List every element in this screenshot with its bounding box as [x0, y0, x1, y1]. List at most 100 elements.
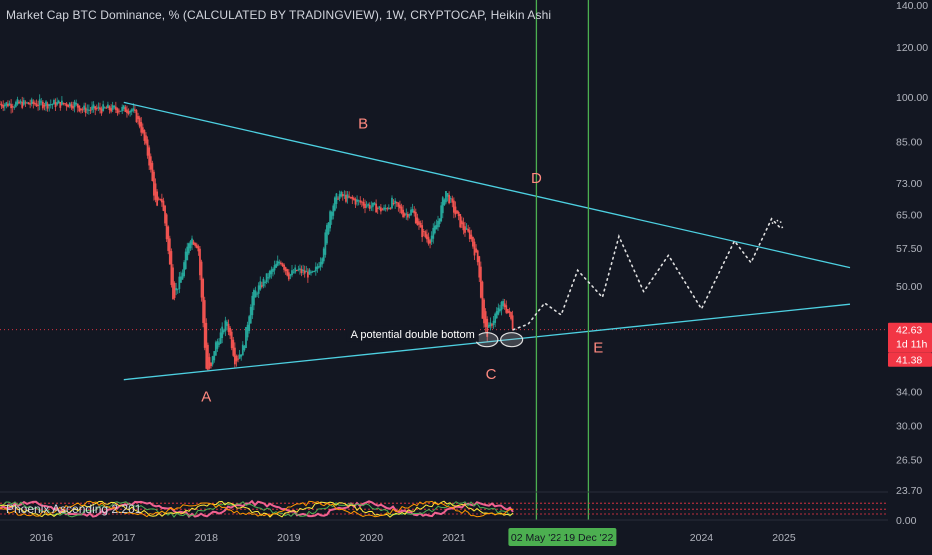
candle-body	[406, 214, 409, 218]
x-tick-label[interactable]: 2024	[690, 532, 714, 544]
candle-body	[399, 204, 401, 209]
trendlines[interactable]	[123, 101, 851, 381]
candle-body	[376, 208, 379, 210]
candle-body	[503, 303, 506, 308]
candle-body	[113, 105, 116, 108]
x-tick-label[interactable]: 2017	[112, 532, 136, 544]
candle-body	[218, 342, 220, 345]
candle-body	[284, 267, 287, 272]
candle-body	[127, 111, 130, 114]
candle-body	[311, 271, 314, 273]
annotation-box	[346, 325, 479, 342]
y-tick-label[interactable]: 100.00	[896, 92, 928, 104]
vertical-markers[interactable]	[535, 0, 590, 520]
x-tick-label[interactable]: 2018	[195, 532, 219, 544]
candle-body	[122, 105, 125, 109]
candle-body	[214, 342, 217, 356]
y-tick-label[interactable]: 140.00	[896, 0, 928, 12]
candle-body	[387, 207, 390, 209]
date-marker-label[interactable]: 02 May '22	[511, 532, 562, 544]
date-marker-box[interactable]	[508, 528, 565, 546]
candle-body	[340, 191, 343, 197]
candle-body	[446, 193, 449, 197]
candle-body	[381, 209, 384, 211]
candle-body	[51, 104, 54, 106]
date-marker-box[interactable]	[560, 528, 617, 546]
osc-axis-label[interactable]: 0.00	[896, 515, 917, 527]
candle-body	[176, 288, 179, 290]
candle-body	[389, 208, 392, 210]
candle-body	[310, 271, 312, 273]
candle-body	[237, 358, 239, 360]
candle-body	[443, 199, 446, 206]
candle-body	[119, 110, 122, 112]
y-tick-label[interactable]: 57.50	[896, 243, 922, 255]
candle-body	[92, 104, 95, 109]
bottom-ellipse[interactable]	[475, 332, 499, 348]
candle-body	[156, 191, 159, 206]
candle-body	[222, 330, 225, 333]
y-tick-label[interactable]: 30.00	[896, 421, 922, 433]
y-tick-label[interactable]: 85.00	[896, 136, 922, 148]
double-bottom-ellipses[interactable]	[475, 332, 524, 348]
y-tick-label[interactable]: 34.00	[896, 386, 922, 398]
candle-body	[445, 191, 447, 203]
candle-body	[506, 309, 509, 313]
candle-body	[124, 107, 127, 112]
y-tick-label[interactable]: 50.00	[896, 281, 922, 293]
candle-body	[132, 108, 135, 111]
candle-body	[305, 271, 308, 273]
trendline-lower[interactable]	[123, 303, 851, 381]
candle-body	[479, 266, 482, 298]
annotation[interactable]: A potential double bottom	[346, 325, 479, 342]
candle-body	[141, 127, 144, 133]
candle-body	[10, 104, 13, 109]
y-tick-label[interactable]: 26.50	[896, 455, 922, 467]
candle-body	[251, 295, 254, 316]
candle-body	[375, 203, 378, 213]
time-axis[interactable]: 201620172018201920202021202024202502 May…	[0, 519, 888, 546]
annotation-text[interactable]: A potential double bottom	[351, 329, 475, 341]
projection-line[interactable]	[512, 217, 781, 331]
x-tick-label[interactable]: 2019	[277, 532, 301, 544]
y-tick-label[interactable]: 120.00	[896, 42, 928, 54]
candle-body	[129, 110, 132, 113]
candle-body	[422, 231, 425, 233]
y-tick-label[interactable]: 65.00	[896, 210, 922, 222]
candle-body	[346, 194, 349, 199]
y-tick-label[interactable]: 23.70	[896, 485, 922, 497]
candle-body	[319, 261, 322, 267]
candle-body	[27, 102, 30, 105]
bottom-ellipse[interactable]	[500, 332, 524, 348]
candle-body	[276, 260, 279, 266]
candle-body	[97, 106, 100, 109]
candle-body	[386, 208, 389, 210]
x-tick-label[interactable]: 2025	[772, 532, 796, 544]
alert-price-value: 41.38	[896, 355, 922, 367]
candle-body	[208, 357, 211, 369]
candle-body	[326, 225, 328, 244]
candle-body	[32, 101, 35, 104]
candle-body	[403, 213, 406, 216]
candle-body	[297, 269, 300, 271]
candle-body	[172, 267, 174, 300]
date-marker-label[interactable]: 19 Dec '22	[563, 532, 613, 544]
candle-body	[5, 102, 8, 106]
candle-body	[145, 135, 147, 144]
candle-body	[456, 210, 458, 214]
x-tick-label[interactable]: 2021	[442, 532, 466, 544]
projection-path[interactable]	[512, 217, 784, 331]
x-tick-label[interactable]: 2020	[360, 532, 384, 544]
trendline-upper[interactable]	[123, 101, 851, 269]
x-tick-label[interactable]: 2016	[30, 532, 54, 544]
candle-body	[54, 102, 57, 108]
y-tick-label[interactable]: 73.00	[896, 178, 922, 190]
candle-body	[287, 272, 290, 280]
price-axis[interactable]: 140.00 120.00 100.00 85.00 73.00 65.00 57.50 50…	[896, 0, 928, 527]
candle-body	[221, 326, 224, 339]
candle-body	[478, 256, 481, 278]
candle-body	[60, 100, 63, 105]
